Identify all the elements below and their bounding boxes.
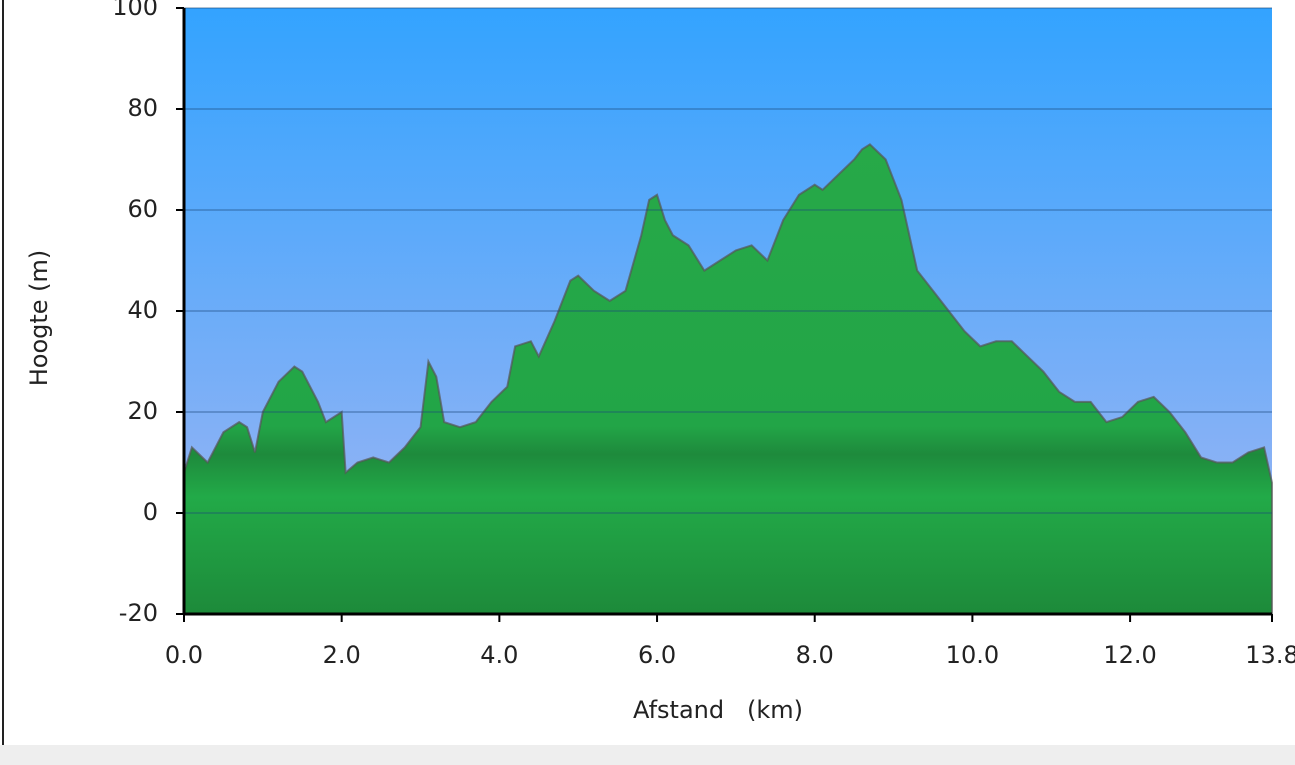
y-tick-label: 60 (127, 195, 158, 223)
x-tick-label: 0.0 (165, 641, 203, 669)
x-axis-label: Afstand (km) (633, 696, 803, 724)
y-tick-label: 0 (143, 498, 158, 526)
y-tick-label: 20 (127, 397, 158, 425)
y-axis-label: Hoogte (m) (25, 250, 53, 387)
elevation-area (183, 143, 1273, 615)
y-tick-label: 40 (127, 296, 158, 324)
x-tick-label: 8.0 (796, 641, 834, 669)
x-tick-label: 13.8 (1245, 641, 1295, 669)
x-tick-label: 2.0 (323, 641, 361, 669)
footer-strip (0, 745, 1295, 765)
x-tick-label: 6.0 (638, 641, 676, 669)
x-tick-label: 4.0 (480, 641, 518, 669)
x-tick-label: 12.0 (1103, 641, 1156, 669)
y-tick-label: -20 (119, 599, 158, 627)
y-tick-label: 100 (112, 0, 158, 21)
y-tick-label: 80 (127, 94, 158, 122)
x-tick-label: 10.0 (946, 641, 999, 669)
